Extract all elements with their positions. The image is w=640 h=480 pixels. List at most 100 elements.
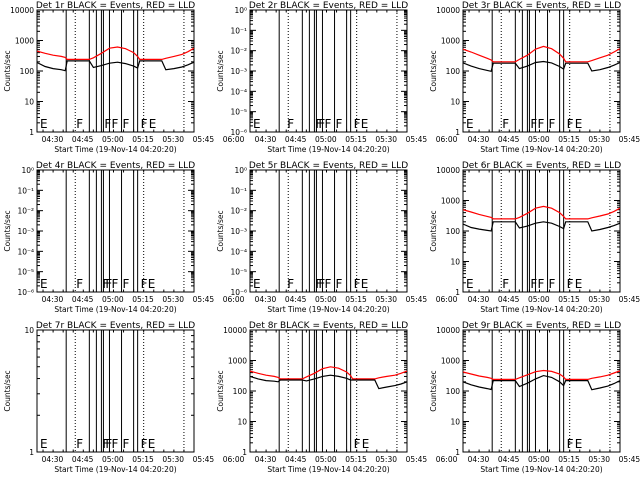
flag-marker: F [315, 117, 322, 131]
x-tick-label: 04:30 [468, 295, 490, 304]
x-tick-label: 06:00 [436, 455, 458, 464]
y-tick-label: 10⁰ [234, 6, 247, 15]
eclipse-marker: E [253, 117, 261, 131]
x-tick-label: 04:45 [72, 455, 94, 464]
panel-det-5: Det 5r BLACK = Events, RED = LLD 10⁻⁶ 10⁻⁵… [216, 161, 458, 314]
x-tick-label: 04:30 [255, 455, 277, 464]
x-tick-label: 05:00 [315, 295, 337, 304]
eclipse-marker: E [253, 277, 261, 291]
flag-marker: F [336, 277, 343, 291]
x-tick-label: 05:15 [558, 295, 580, 304]
y-axis-label: Counts/sec [429, 370, 438, 411]
flag-marker: F [530, 117, 537, 131]
y-tick-label: 10000 [223, 326, 247, 335]
y-tick-label: 10⁻⁶ [230, 128, 247, 137]
x-tick-label: 05:30 [162, 455, 184, 464]
panel-det-8: Det 8r BLACK = Events, RED = LLD11010010… [216, 321, 458, 474]
x-axis-label: Start Time (19-Nov-14 04:20:20) [267, 305, 389, 314]
flag-marker: F [105, 277, 112, 291]
y-tick-label: 1000 [15, 37, 34, 46]
x-tick-label: 05:15 [345, 295, 367, 304]
flag-marker: F [141, 277, 148, 291]
panel-det-1: Det 1r BLACK = Events, RED = LLD 1 10 100 10… [3, 1, 245, 154]
y-tick-label: 10 [24, 98, 34, 107]
y-tick-label: 100 [20, 67, 35, 76]
x-tick-label: 05:00 [102, 455, 124, 464]
x-tick-label: 05:45 [193, 135, 215, 144]
x-tick-label: 06:00 [223, 135, 245, 144]
events-series-line [463, 60, 620, 73]
flag-marker: F [354, 277, 361, 291]
flag-marker: F [318, 277, 325, 291]
y-tick-label: 1000 [441, 197, 460, 206]
y-axis-label: Counts/sec [216, 210, 225, 251]
x-tick-label: 05:45 [619, 455, 640, 464]
panel-title: Det 5r BLACK = Events, RED = LLD [249, 161, 408, 171]
flag-marker: F [530, 277, 537, 291]
x-tick-label: 05:15 [345, 135, 367, 144]
x-tick-label: 05:00 [315, 135, 337, 144]
flag-marker: F [141, 117, 148, 131]
eclipse-marker: E [40, 437, 48, 451]
x-tick-label: 05:30 [588, 295, 610, 304]
lld-series-line [463, 205, 620, 220]
flag-marker: F [105, 437, 112, 451]
x-tick-label: 04:30 [255, 135, 277, 144]
flag-marker: F [502, 117, 509, 131]
plot-frame [36, 169, 195, 293]
x-tick-label: 05:30 [375, 455, 397, 464]
y-tick-label: 1 [29, 128, 34, 137]
y-tick-label: 10 [450, 258, 460, 267]
panel-title: Det 2r BLACK = Events, RED = LLD [249, 1, 408, 11]
x-tick-label: 06:00 [436, 295, 458, 304]
x-tick-label: 05:30 [588, 455, 610, 464]
y-tick-label: 10⁻⁶ [17, 288, 34, 297]
y-axis-label: Counts/sec [429, 50, 438, 91]
lld-series-line [250, 366, 407, 380]
panel-title: Det 6r BLACK = Events, RED = LLD [462, 161, 621, 171]
flag-marker: F [354, 117, 361, 131]
y-axis-label: Counts/sec [216, 370, 225, 411]
x-tick-label: 04:45 [498, 295, 520, 304]
lld-series-line [463, 45, 620, 63]
flag-marker: F [549, 117, 556, 131]
x-tick-label: 05:30 [162, 135, 184, 144]
flag-marker: F [123, 437, 130, 451]
events-series-line [250, 374, 407, 390]
flag-marker: F [111, 277, 118, 291]
flag-marker: F [567, 117, 574, 131]
lld-series-line [463, 369, 620, 380]
y-tick-label: 1 [29, 448, 34, 457]
flag-marker: F [102, 437, 109, 451]
x-tick-label: 04:45 [285, 295, 307, 304]
flag-marker: F [76, 117, 83, 131]
x-tick-label: 05:00 [102, 135, 124, 144]
panel-det-9: Det 9r BLACK = Events, RED = LLD 1 10 100 10… [429, 321, 640, 474]
x-axis-label: Start Time (19-Nov-14 04:20:20) [480, 305, 602, 314]
flag-marker: F [111, 437, 118, 451]
x-tick-label: 05:45 [406, 295, 428, 304]
y-axis-label: Counts/sec [3, 210, 12, 251]
y-tick-label: 10⁻³ [17, 227, 34, 236]
flag-marker: F [102, 277, 109, 291]
y-tick-label: 10⁻¹ [17, 186, 34, 195]
x-axis-label: Start Time (19-Nov-14 04:20:20) [54, 305, 176, 314]
eclipse-marker: E [40, 117, 48, 131]
y-tick-label: 10⁻⁴ [230, 247, 247, 256]
flag-marker: F [567, 277, 574, 291]
eclipse-marker: E [148, 437, 156, 451]
y-tick-label: 1000 [228, 357, 247, 366]
x-tick-label: 05:15 [345, 455, 367, 464]
x-axis-label: Start Time (19-Nov-14 04:20:20) [54, 145, 176, 154]
x-tick-label: 05:30 [375, 135, 397, 144]
panel-det-4: Det 4r BLACK = Events, RED = LLD 10⁻⁶ 10⁻⁵… [3, 161, 245, 314]
y-tick-label: 10⁰ [234, 166, 247, 175]
x-tick-label: 05:45 [619, 135, 640, 144]
flag-marker: F [549, 277, 556, 291]
y-tick-label: 100 [446, 67, 461, 76]
plot-frame [249, 9, 408, 133]
flag-marker: F [104, 117, 111, 131]
y-tick-label: 1 [455, 448, 460, 457]
x-tick-label: 04:30 [255, 295, 277, 304]
plot-frame [249, 329, 408, 453]
